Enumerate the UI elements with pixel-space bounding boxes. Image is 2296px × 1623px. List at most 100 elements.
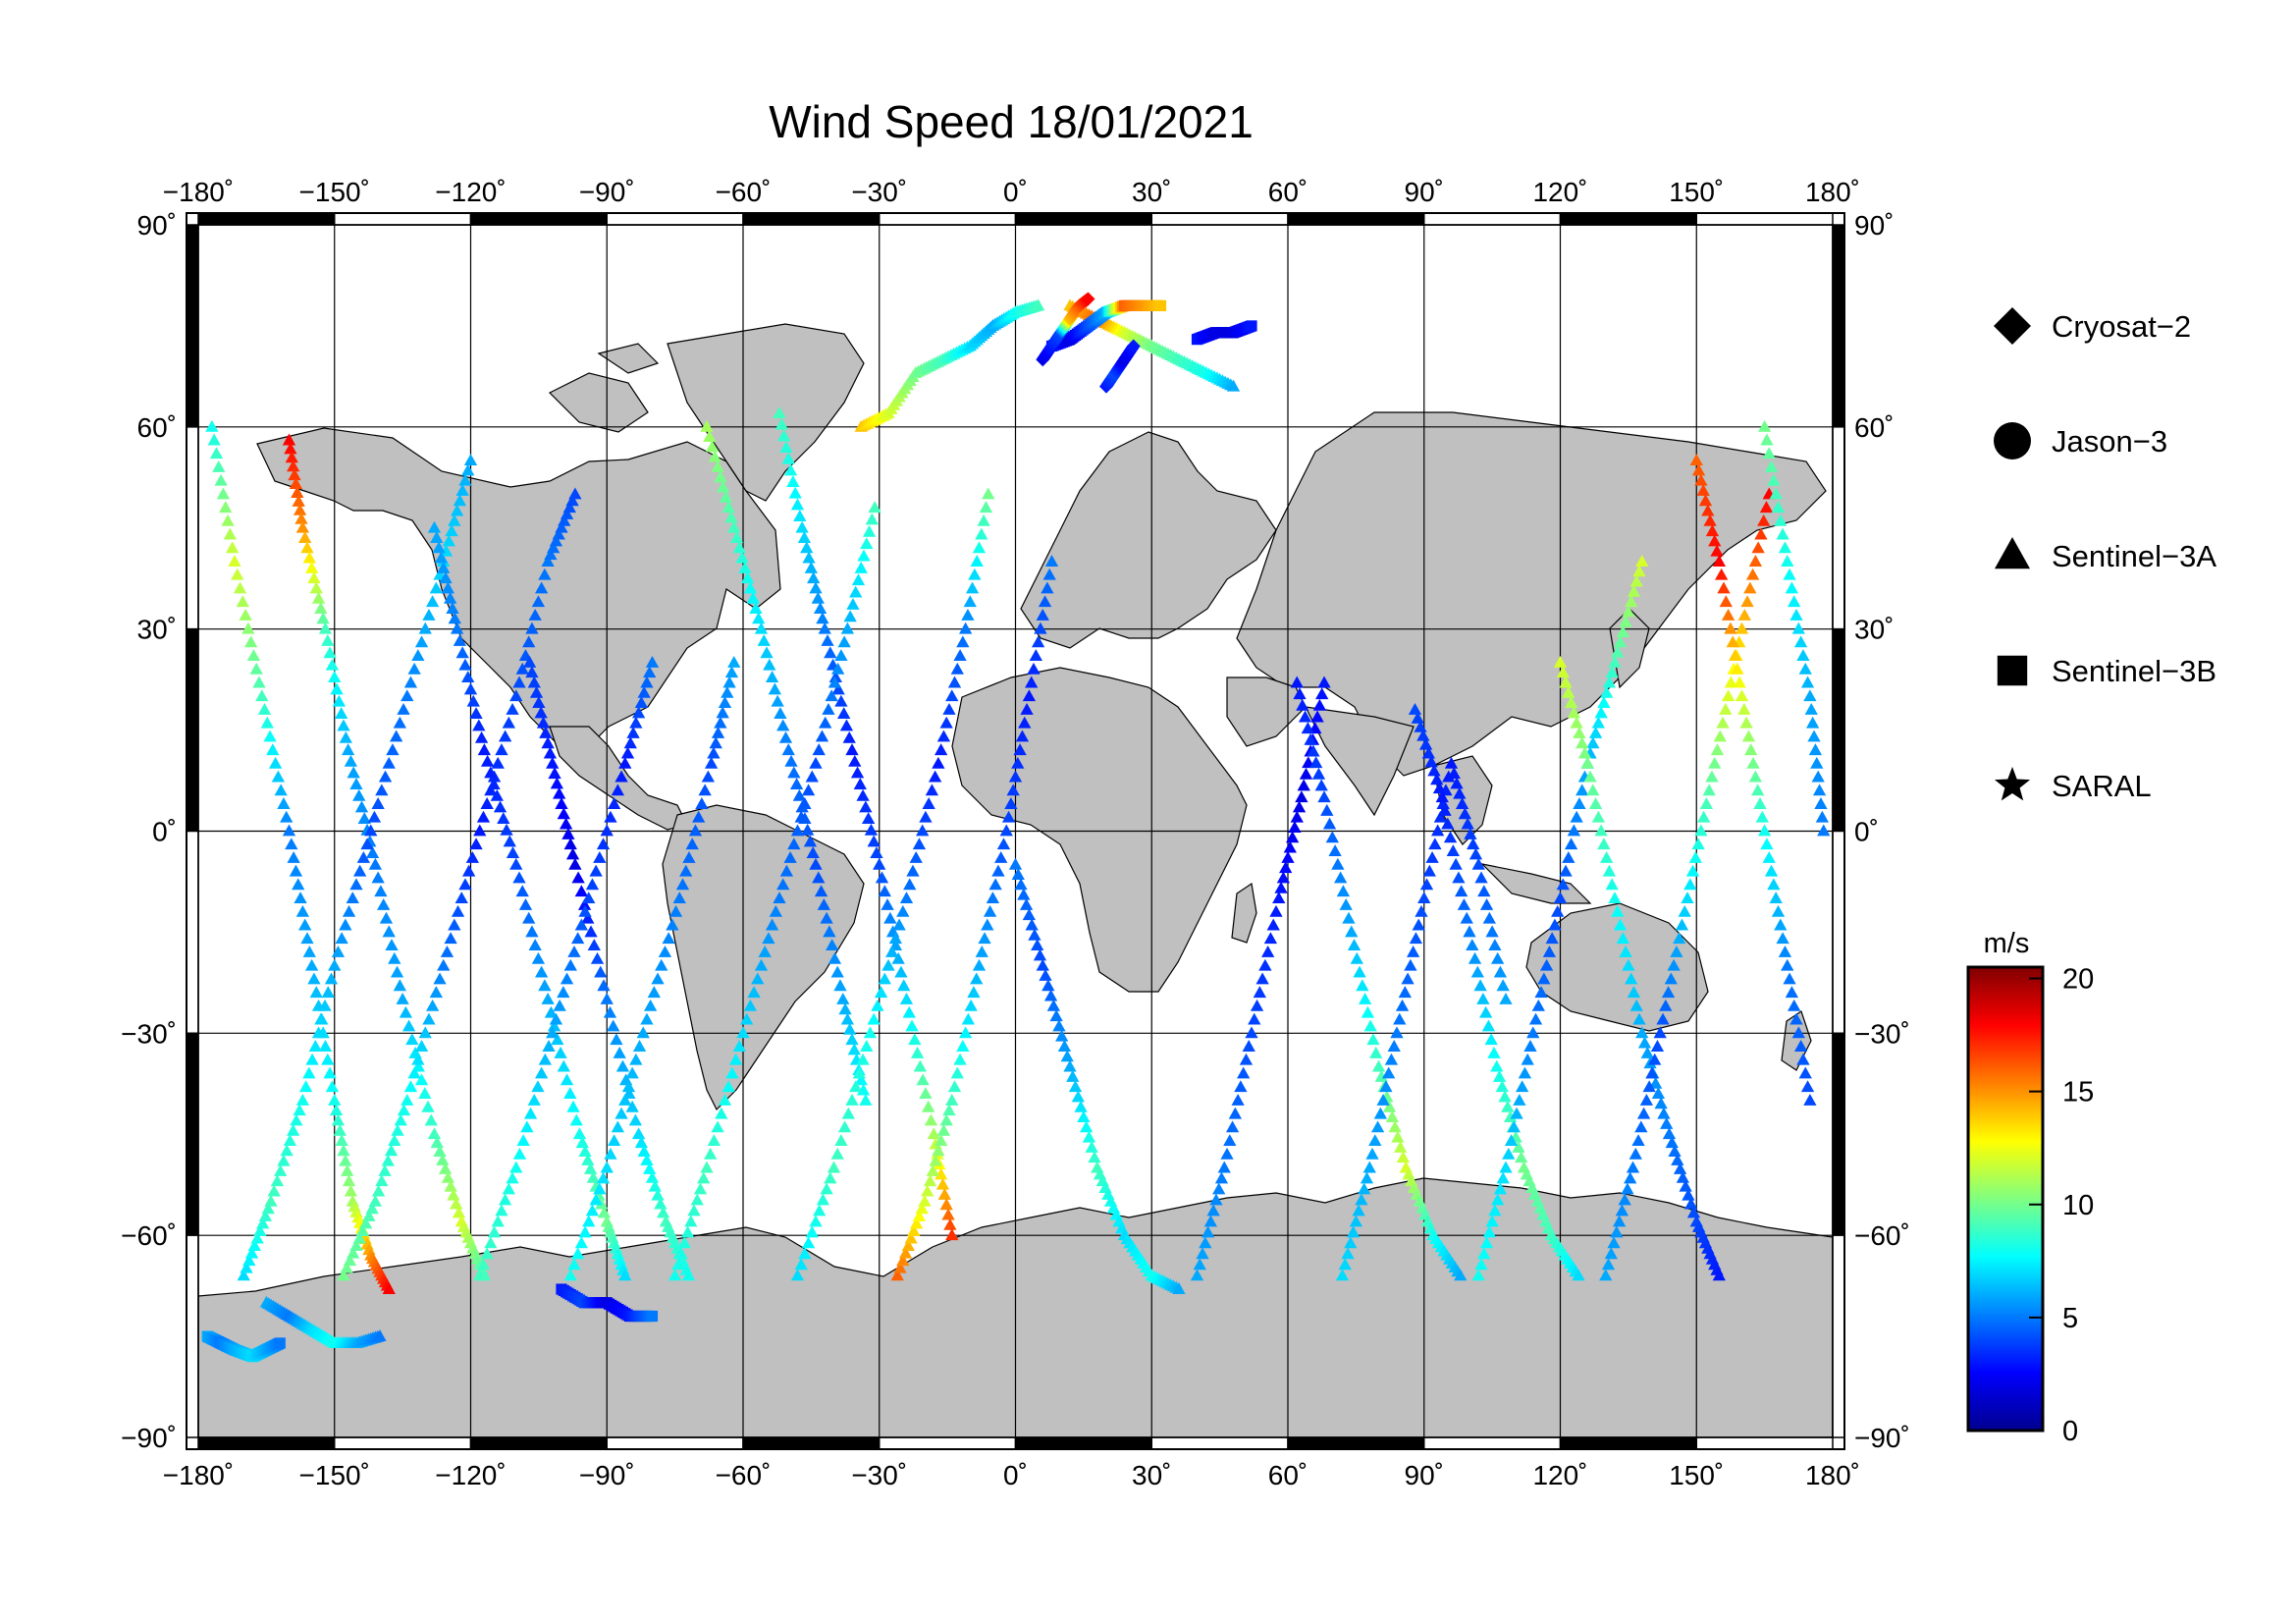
track-point-triangle	[430, 531, 444, 543]
track-point-triangle	[1682, 1188, 1695, 1201]
track-point-triangle	[1526, 1026, 1540, 1039]
track-point-triangle	[371, 871, 385, 884]
track-point-triangle	[783, 850, 797, 863]
track-point-triangle	[260, 716, 274, 729]
track-point-triangle	[1479, 1005, 1493, 1018]
track-point-triangle	[442, 534, 455, 547]
track-point-triangle	[445, 524, 458, 537]
track-point-triangle	[1484, 1033, 1498, 1046]
track-point-triangle	[881, 897, 894, 910]
track-point-triangle	[1764, 864, 1779, 877]
track-point-triangle	[1637, 1036, 1652, 1049]
track-point-triangle	[359, 1217, 373, 1229]
track-point-triangle	[565, 847, 580, 860]
track-point-triangle	[568, 857, 582, 870]
track-point-triangle	[640, 676, 654, 688]
frame-segment-left	[186, 426, 199, 630]
track-point-triangle	[778, 730, 793, 743]
track-point-triangle	[583, 1162, 598, 1174]
track-point-triangle	[620, 746, 635, 759]
track-point-triangle	[698, 784, 712, 796]
track-point-triangle	[828, 671, 842, 682]
track-point-triangle	[717, 480, 730, 493]
track-point-triangle	[480, 1247, 494, 1260]
track-point-triangle	[1234, 1080, 1248, 1093]
track-point-triangle	[287, 850, 300, 863]
track-point-triangle	[1474, 1258, 1488, 1271]
track-point-triangle	[1771, 501, 1786, 514]
track-point-triangle	[1615, 1204, 1629, 1217]
colorbar-tick-label: 0	[2062, 1416, 2078, 1447]
track-point-triangle	[329, 1104, 344, 1116]
track-point-triangle	[874, 986, 888, 999]
track-point-triangle	[923, 1174, 937, 1187]
track-point-triangle	[1473, 979, 1487, 992]
track-point-triangle	[589, 1193, 603, 1206]
track-point-triangle	[783, 463, 798, 476]
track-point-triangle	[1488, 1204, 1502, 1217]
track-point-triangle	[549, 1012, 563, 1025]
track-point-triangle	[321, 634, 335, 646]
track-point-triangle	[983, 904, 997, 917]
track-point-triangle	[681, 1269, 696, 1281]
track-point-triangle	[1363, 1019, 1377, 1032]
track-point-triangle	[1384, 1053, 1399, 1065]
track-point-triangle	[1803, 689, 1817, 702]
track-point-triangle	[809, 756, 823, 769]
track-point-triangle	[1712, 1269, 1727, 1281]
land-africa	[951, 667, 1248, 993]
track-point-triangle	[1640, 1046, 1654, 1058]
track-point-triangle	[798, 1247, 812, 1260]
track-point-triangle	[1812, 784, 1827, 796]
track-point-triangle	[709, 736, 722, 749]
track-point-triangle	[280, 810, 294, 823]
track-point-triangle	[437, 958, 451, 971]
legend-label: Cryosat−2	[2052, 309, 2191, 344]
frame-segment-top	[334, 212, 472, 226]
track-point-triangle	[910, 1217, 924, 1229]
track-point-triangle	[823, 925, 836, 938]
track-point-triangle	[801, 1236, 816, 1249]
track-point-triangle	[961, 1012, 976, 1025]
track-point-triangle	[953, 649, 967, 662]
track-point-triangle	[594, 965, 608, 978]
track-point-triangle	[834, 1134, 848, 1147]
track-point-triangle	[1684, 1197, 1698, 1210]
track-point-triangle	[365, 1202, 379, 1215]
track-point-triangle	[1248, 1012, 1261, 1025]
track-point-triangle	[1074, 1100, 1088, 1112]
frame-segment-bottom	[879, 1436, 1017, 1450]
track-point-triangle	[1699, 797, 1714, 809]
track-point-triangle	[805, 770, 819, 783]
track-point-triangle	[1591, 716, 1605, 729]
track-point-triangle	[1774, 514, 1788, 526]
track-point-triangle	[1421, 746, 1436, 759]
track-point-triangle	[611, 1120, 624, 1133]
track-point-triangle	[1636, 1107, 1651, 1119]
track-point-triangle	[859, 800, 873, 813]
track-point-triangle	[618, 1093, 632, 1106]
track-point-triangle	[1670, 946, 1683, 957]
track-point-triangle	[1760, 433, 1774, 446]
track-point-triangle	[1746, 756, 1760, 769]
track-point-triangle	[942, 1104, 956, 1116]
track-point-triangle	[643, 666, 657, 678]
track-point-triangle	[578, 904, 592, 917]
track-point-triangle	[693, 1182, 708, 1195]
track-point-triangle	[1806, 716, 1820, 729]
lat-tick-label-right: 0˚	[1854, 817, 1879, 847]
track-point-triangle	[349, 778, 363, 790]
track-point-triangle	[261, 1202, 275, 1215]
lat-tick-label-left: 90˚	[137, 210, 177, 241]
track-point-triangle	[1320, 803, 1334, 816]
track-point-triangle	[525, 622, 539, 634]
track-point-triangle	[1237, 1066, 1251, 1079]
track-point-triangle	[1362, 1161, 1376, 1173]
frame-segment-top	[1423, 212, 1562, 226]
track-point-triangle	[1717, 581, 1731, 594]
track-point-triangle	[472, 719, 486, 731]
track-point-triangle	[1454, 1269, 1468, 1281]
lon-tick-label-bottom: −180˚	[163, 1460, 234, 1490]
track-point-triangle	[1639, 1093, 1654, 1106]
